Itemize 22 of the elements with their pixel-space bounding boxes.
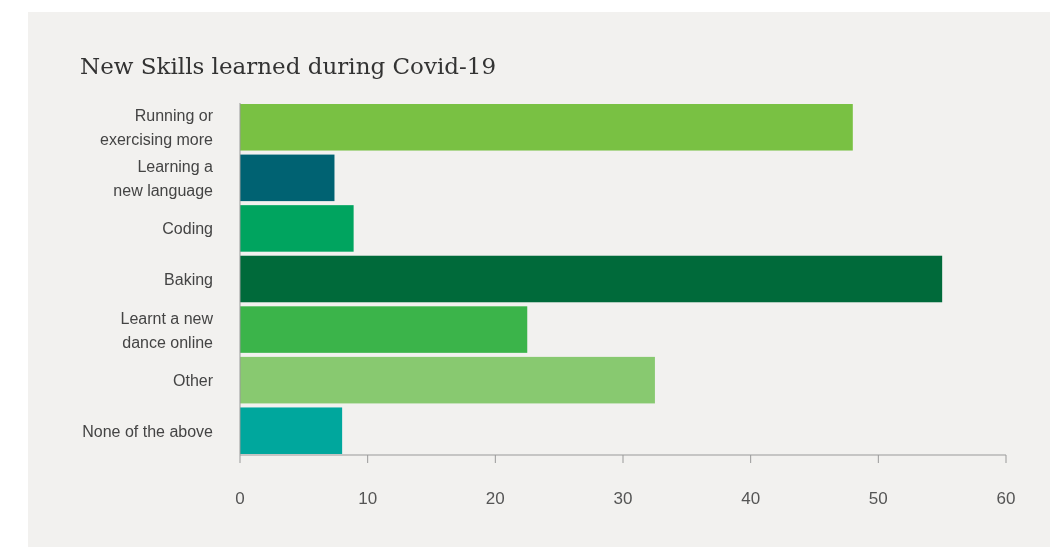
y-tick-label: Learnt a new dance online (120, 309, 214, 351)
x-tick-label: 10 (358, 489, 378, 508)
bar (240, 306, 528, 353)
bar (240, 407, 343, 454)
x-tick-label: 40 (741, 489, 761, 508)
bar (240, 255, 943, 303)
y-tick-label: None of the above (82, 422, 214, 440)
y-tick-label: Coding (162, 220, 213, 238)
bar (240, 154, 335, 202)
bar (240, 205, 354, 252)
x-tick-label: 60 (996, 489, 1016, 508)
y-tick-label: Baking (164, 271, 213, 288)
y-tick-label: Running or exercising more (100, 107, 214, 149)
chart-title: New Skills learned during Covid-19 (80, 53, 497, 79)
x-tick-label: 50 (868, 489, 888, 508)
y-tick-label: Other (172, 372, 214, 390)
y-tick-label: Learning a new language (113, 157, 214, 199)
bar (240, 104, 853, 151)
x-tick-label: 0 (235, 489, 245, 508)
bar (240, 356, 655, 404)
x-tick-label: 30 (613, 489, 633, 508)
x-tick-label: 20 (485, 489, 505, 508)
